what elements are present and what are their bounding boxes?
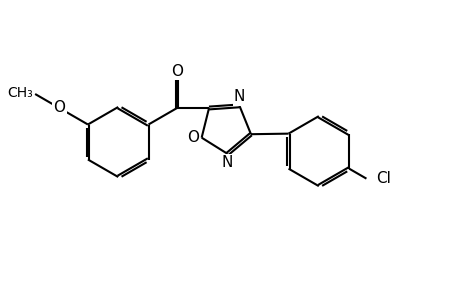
Text: N: N: [233, 89, 245, 104]
Text: O: O: [186, 130, 198, 145]
Text: CH₃: CH₃: [7, 86, 33, 100]
Text: Cl: Cl: [375, 171, 391, 186]
Text: O: O: [53, 100, 65, 116]
Text: N: N: [221, 155, 233, 170]
Text: O: O: [171, 64, 183, 79]
